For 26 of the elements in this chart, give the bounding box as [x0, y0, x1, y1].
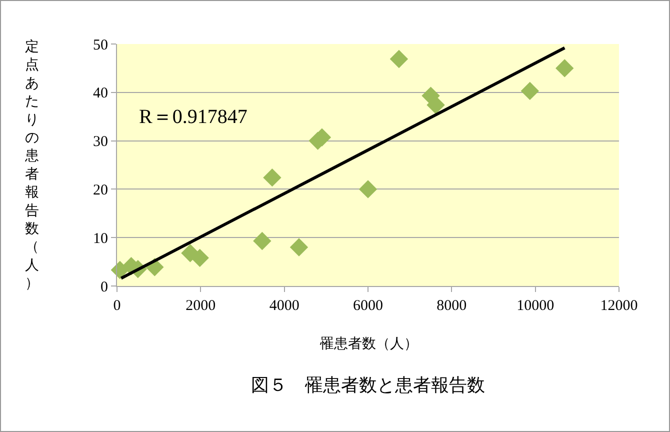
x-tick-label: 10000 — [516, 298, 554, 314]
x-tick-label: 0 — [113, 298, 121, 314]
x-tick-label: 6000 — [353, 298, 383, 314]
point — [290, 238, 308, 256]
y-tick-label: 40 — [93, 86, 108, 102]
text: 図５ 罹患者数と患者報告数 — [251, 375, 485, 396]
x-tick-label: 12000 — [600, 298, 638, 314]
annotation: R＝0.917847 — [139, 106, 248, 128]
y-tick-label: 10 — [93, 230, 108, 247]
x-tick-label: 2000 — [186, 298, 216, 314]
point — [556, 59, 574, 78]
y-tick-label: 20 — [93, 182, 108, 198]
point — [190, 248, 209, 268]
x-axis-title: 罹患者数（人） — [319, 336, 418, 352]
text: 定点あたりの患者報告数（人） — [25, 39, 39, 292]
x-tick-label: 8000 — [436, 298, 467, 314]
point — [426, 96, 445, 114]
y-tick-label: 0 — [100, 279, 108, 296]
point — [520, 82, 539, 100]
point — [253, 232, 272, 250]
point — [263, 168, 282, 187]
point — [390, 50, 408, 68]
x-tick-label: 4000 — [269, 298, 300, 314]
y-tick-label: 50 — [93, 37, 108, 54]
point — [358, 180, 378, 198]
y-tick-label: 30 — [93, 134, 108, 150]
